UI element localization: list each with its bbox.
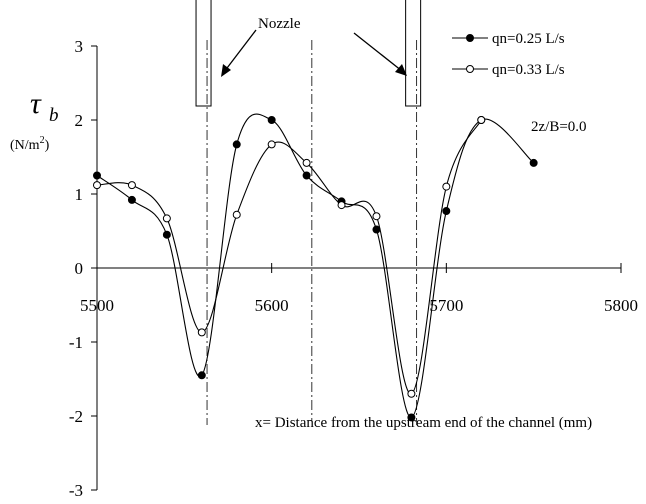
series-2-point-8 [372,212,381,221]
y-axis-subscript: b [49,105,59,126]
series-1-point-6 [302,171,311,180]
series-1-line [96,113,535,419]
series-2-point-6 [302,158,311,167]
y-axis-symbol: τ [30,87,42,120]
series-2-line [96,119,482,395]
series-1-point-3 [197,371,206,380]
y-tick-label-2: 1 [75,185,84,204]
series-1-point-12 [529,158,538,167]
legend-label-series-2: qn=0.33 L/s [492,62,565,78]
series-1-point-10 [442,207,451,216]
x-axis-label: x= Distance from the upstream end of the… [255,415,592,431]
series-2-point-1 [127,181,136,190]
series-2-point-11 [477,116,486,124]
legend: qn=0.25 L/s qn=0.33 L/s [452,31,565,78]
x-tick-label-2: 5700 [429,296,463,315]
series-1-point-4 [232,140,241,149]
nozzle-label: Nozzle [258,16,301,32]
legend-marker-series-2 [466,65,474,73]
x-tick-label-0: 5500 [80,296,114,315]
y-axis-unit-close: ) [45,138,50,153]
nozzle-layer [195,0,422,425]
nozzle-arrow-right [353,32,403,72]
legend-label-series-1: qn=0.25 L/s [492,31,565,47]
series-2-point-10 [442,182,451,191]
y-tick-label-0: 3 [75,37,84,56]
series-2-point-0 [93,181,101,190]
axes-layer: 3 2 1 0 -1 -2 -3 5500 5600 5700 5800 [69,37,638,500]
y-axis-unit-open: (N/m [10,138,40,153]
nozzle-arrowhead-right [395,64,407,76]
series-2-point-7 [337,201,346,210]
y-tick-label-6: -3 [69,481,83,500]
series-1-point-0 [93,171,101,180]
nozzle-2 [405,0,422,107]
series-2-point-5 [267,140,276,149]
series-2-point-9 [407,389,416,398]
nozzle-1 [195,0,212,107]
series-1-point-9 [407,413,416,422]
y-axis-unit-superscript: 2 [40,135,45,146]
y-tick-label-5: -2 [69,407,83,426]
condition-label: 2z/B=0.0 [531,119,587,135]
legend-marker-series-1 [466,34,474,42]
series-layer [93,113,538,422]
nozzle-arrow-left [223,29,257,73]
series-1-point-5 [267,116,276,124]
series-2-point-4 [232,210,241,219]
series-2-point-3 [197,328,206,337]
x-tick-label-3: 5800 [604,296,638,315]
series-1-point-1 [127,195,136,204]
series-1-point-2 [162,230,171,239]
nozzle-arrowhead-left [221,64,231,77]
y-tick-label-4: -1 [69,333,83,352]
series-2-point-2 [162,214,171,223]
y-axis-unit: (N/m2) [10,135,50,153]
x-tick-label-1: 5600 [255,296,289,315]
y-tick-label-1: 2 [75,111,84,130]
y-tick-label-3: 0 [75,259,84,278]
